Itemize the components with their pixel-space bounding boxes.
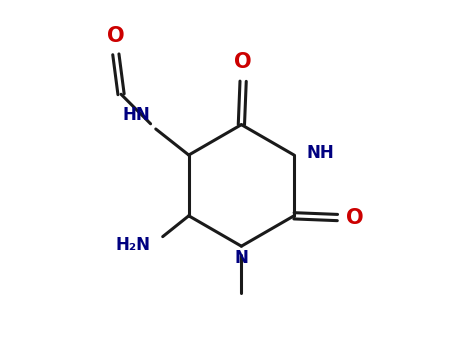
Text: O: O — [346, 208, 364, 228]
Text: N: N — [234, 249, 248, 267]
Text: O: O — [107, 26, 125, 46]
Text: NH: NH — [306, 144, 334, 162]
Text: O: O — [234, 51, 252, 71]
Text: H₂N: H₂N — [116, 236, 151, 254]
Text: HN: HN — [123, 106, 151, 124]
